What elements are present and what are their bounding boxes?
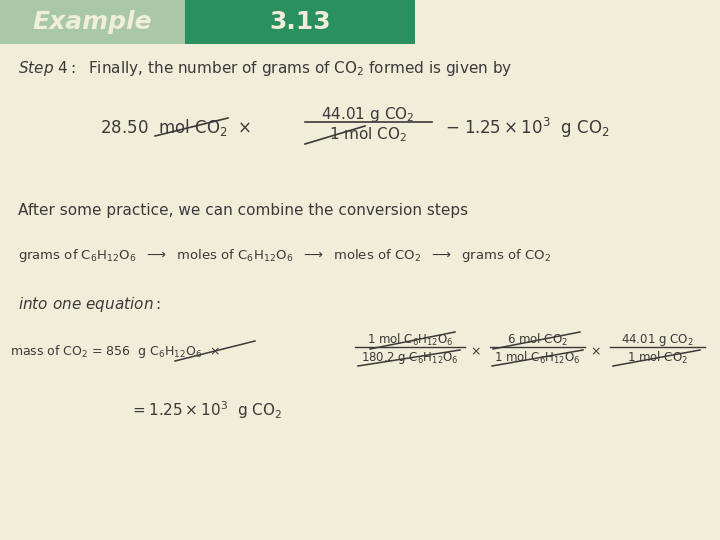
Text: 44.01 g CO$_2$: 44.01 g CO$_2$ (621, 332, 693, 348)
Bar (185, 0, 415, 44)
Text: 3.13: 3.13 (269, 10, 330, 34)
Text: 44.01 g CO$_2$: 44.01 g CO$_2$ (321, 105, 415, 125)
Text: After some practice, we can combine the conversion steps: After some practice, we can combine the … (18, 202, 468, 218)
Text: 180.2 g C$_6$H$_{12}$O$_6$: 180.2 g C$_6$H$_{12}$O$_6$ (361, 350, 459, 366)
Text: $=1.25\times10^3$  g CO$_2$: $=1.25\times10^3$ g CO$_2$ (130, 399, 282, 421)
Text: 1 mol CO$_2$: 1 mol CO$_2$ (329, 126, 407, 144)
Text: 1 mol C$_6$H$_{12}$O$_6$: 1 mol C$_6$H$_{12}$O$_6$ (366, 332, 454, 348)
Text: Example: Example (32, 10, 152, 34)
Text: $\times$: $\times$ (470, 346, 481, 359)
Text: $-\ 1.25\times10^3$  g CO$_2$: $-\ 1.25\times10^3$ g CO$_2$ (445, 116, 610, 140)
Text: 1 mol CO$_2$: 1 mol CO$_2$ (626, 350, 688, 366)
Text: mass of CO$_2$ = 856  g C$_6$H$_{12}$O$_6$  $\times$: mass of CO$_2$ = 856 g C$_6$H$_{12}$O$_6… (10, 343, 220, 361)
Text: $\mathit{Step\ 4:}$  Finally, the number of grams of CO$_2$ formed is given by: $\mathit{Step\ 4:}$ Finally, the number … (18, 58, 513, 78)
Text: 1 mol C$_6$H$_{12}$O$_6$: 1 mol C$_6$H$_{12}$O$_6$ (494, 350, 580, 366)
Bar (0, 0, 185, 44)
Text: grams of C$_6$H$_{12}$O$_6$  $\longrightarrow$  moles of C$_6$H$_{12}$O$_6$  $\l: grams of C$_6$H$_{12}$O$_6$ $\longrighta… (18, 246, 551, 264)
Text: $28.50$  mol CO$_2$  $\times$: $28.50$ mol CO$_2$ $\times$ (100, 118, 251, 138)
Text: 6 mol CO$_2$: 6 mol CO$_2$ (507, 332, 567, 348)
Text: $\times$: $\times$ (590, 346, 600, 359)
Text: $\mathit{into\ one\ equation:}$: $\mathit{into\ one\ equation:}$ (18, 295, 161, 314)
